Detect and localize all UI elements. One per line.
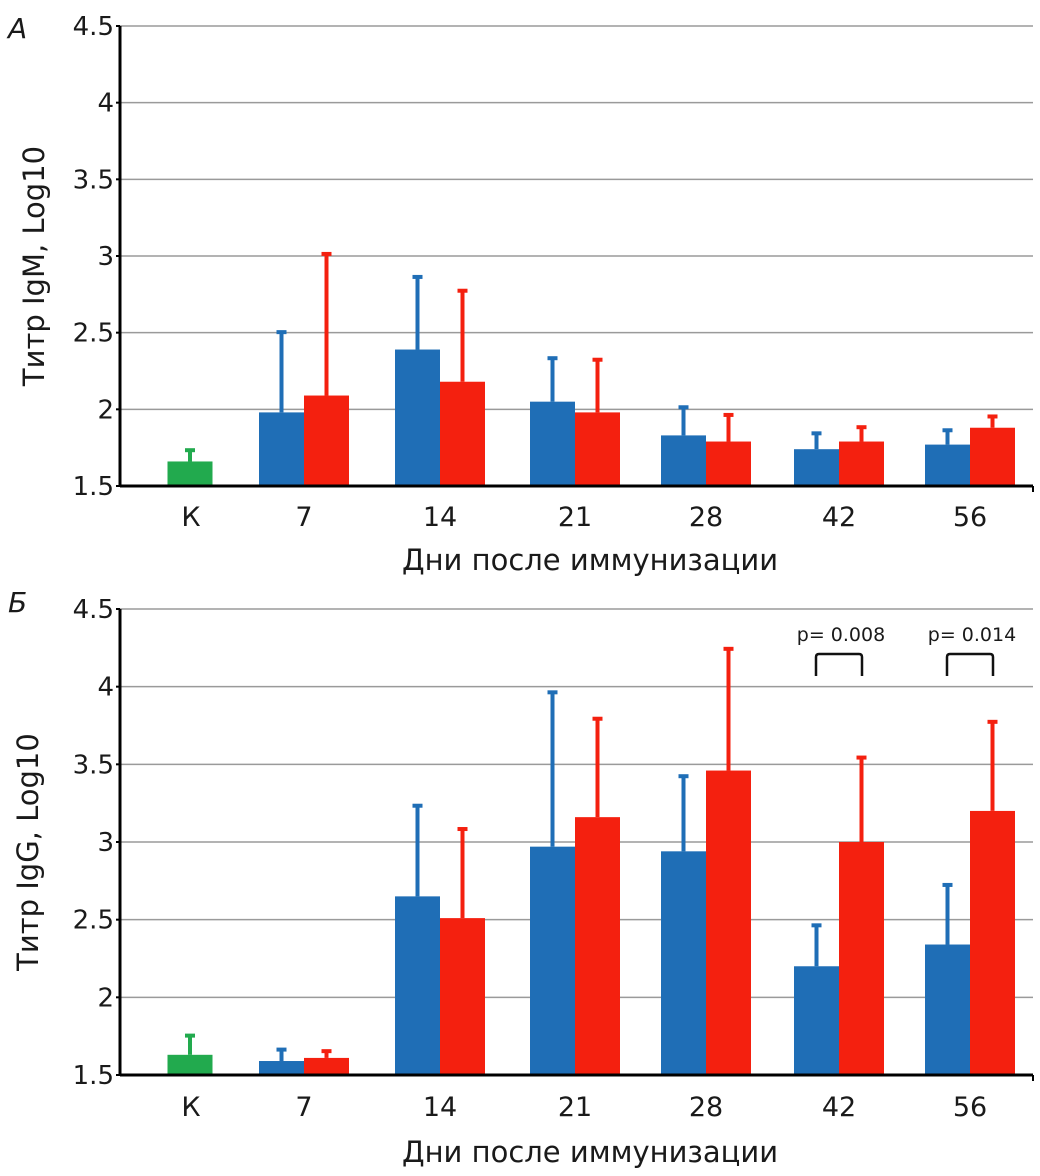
- bar-red-error-cap: [987, 414, 998, 419]
- x-tick-label: 42: [822, 1092, 856, 1123]
- x-tick-label: 56: [953, 1092, 987, 1123]
- bar-blue-error-cap: [276, 330, 287, 335]
- bar-red-error-cap: [457, 288, 468, 293]
- bar-red: [706, 770, 751, 1075]
- panel-label: А: [6, 12, 27, 45]
- bar-red-error-cap: [592, 357, 603, 362]
- y-tick-label: 3.5: [73, 165, 114, 195]
- bar-control: [167, 1054, 213, 1075]
- x-tick-label: 28: [689, 1092, 723, 1123]
- x-tick-label: 7: [295, 1092, 312, 1123]
- x-tick-label: К: [181, 1092, 200, 1123]
- y-tick-label: 4.5: [73, 12, 114, 42]
- bar-blue: [259, 1061, 304, 1075]
- bar-red: [575, 817, 620, 1075]
- bar-blue-error-cap: [811, 431, 822, 436]
- bar-red-error-cap: [321, 251, 332, 256]
- x-tick-label: 14: [423, 1092, 457, 1123]
- y-tick-label: 3: [97, 828, 114, 858]
- bar-blue: [661, 851, 706, 1075]
- bar-red-error-cap: [987, 719, 998, 724]
- x-tick-label: 21: [558, 502, 592, 533]
- bar-blue-error-cap: [547, 690, 558, 695]
- bar-red: [304, 395, 349, 486]
- bar-blue-error-cap: [942, 428, 953, 433]
- bar-control-error-cap: [185, 1033, 195, 1038]
- bar-red-error-cap: [457, 827, 468, 832]
- bar-red: [440, 918, 485, 1075]
- bar-red-error-cap: [856, 755, 867, 760]
- bar-red: [839, 441, 884, 486]
- bar-red: [440, 381, 485, 486]
- bar-blue-error-cap: [412, 803, 423, 808]
- x-tick-label: К: [181, 502, 200, 533]
- x-tick-label: 28: [689, 502, 723, 533]
- bar-blue-error-cap: [811, 923, 822, 928]
- chart-panel-2: 1.5 2 2.5 3 3.5 4 4.5 К 7 14 21 28 42 56 Дни после имм…: [8, 586, 1034, 1169]
- y-tick-label: 2: [97, 983, 114, 1013]
- y-tick-label: 1.5: [73, 1061, 114, 1091]
- y-tick-label: 1.5: [73, 472, 114, 502]
- y-tick-label: 3: [97, 242, 114, 272]
- bar-blue-error-cap: [412, 274, 423, 279]
- bar-red: [970, 810, 1015, 1075]
- bar-blue: [661, 435, 706, 486]
- y-tick-label: 2: [97, 395, 114, 425]
- p-value-annotation: p= 0.014: [928, 624, 1016, 646]
- bar-blue: [395, 349, 440, 486]
- bar-red: [706, 441, 751, 486]
- bar-blue-error-cap: [678, 405, 689, 410]
- x-tick-label: 7: [295, 502, 312, 533]
- bar-blue: [395, 896, 440, 1075]
- y-axis-label: Титр IgM, Log10: [17, 146, 51, 387]
- bar-red: [970, 427, 1015, 486]
- bar-blue: [794, 449, 839, 486]
- bar-red: [304, 1057, 349, 1075]
- significance-bracket: [814, 652, 864, 676]
- bar-red-error-cap: [592, 716, 603, 721]
- y-tick-label: 4.5: [73, 595, 114, 625]
- x-axis-label: Дни после иммунизации: [402, 1135, 778, 1169]
- x-tick-label: 14: [423, 502, 457, 533]
- bar-blue-error-cap: [678, 774, 689, 779]
- bar-red-error-cap: [321, 1049, 332, 1054]
- x-tick-label: 42: [822, 502, 856, 533]
- bar-blue: [530, 401, 575, 486]
- bar-red-error-cap: [856, 425, 867, 430]
- y-tick-label: 3.5: [73, 750, 114, 780]
- y-tick-label: 4: [97, 89, 114, 119]
- bar-blue: [794, 966, 839, 1075]
- bar-red: [839, 842, 884, 1075]
- bar-blue: [925, 944, 970, 1075]
- p-value-annotation: p= 0.008: [797, 624, 885, 646]
- bar-red: [575, 412, 620, 486]
- y-tick-label: 2.5: [73, 319, 114, 349]
- bar-red-error-cap: [723, 646, 734, 651]
- x-tick-label: 56: [953, 502, 987, 533]
- bar-blue-error-cap: [547, 356, 558, 361]
- bar-blue-error-cap: [942, 882, 953, 887]
- chart-panel-1: 1.5 2 2.5 3 3.5 4 4.5 К 7 14 21 28 42 56 Дни после имм…: [6, 12, 1034, 577]
- x-tick-label: 21: [558, 1092, 592, 1123]
- bar-red-error-cap: [723, 412, 734, 417]
- bar-control-error-cap: [185, 448, 195, 453]
- bar-blue-error-cap: [276, 1047, 287, 1052]
- bar-control: [167, 461, 213, 486]
- x-axis-label: Дни после иммунизации: [402, 543, 778, 577]
- bar-blue: [530, 846, 575, 1075]
- y-tick-label: 4: [97, 673, 114, 703]
- panel-label: Б: [8, 586, 27, 619]
- y-axis-label: Титр IgG, Log10: [11, 733, 45, 972]
- bar-blue: [925, 444, 970, 486]
- y-tick-label: 2.5: [73, 906, 114, 936]
- bar-blue: [259, 412, 304, 486]
- significance-bracket: [945, 652, 995, 676]
